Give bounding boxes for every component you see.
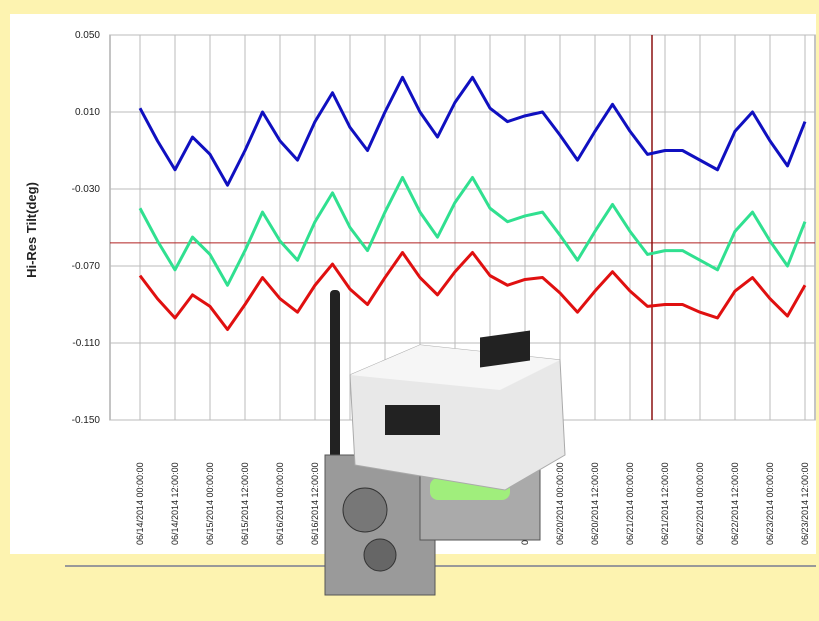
x-tick-label: 06/16/2014 12:00:00 [310, 462, 320, 545]
antenna [330, 290, 340, 470]
device-photo [324, 290, 566, 596]
bolt [363, 538, 397, 572]
series-line [138, 175, 807, 287]
x-tick-label: 06/14/2014 00:00:00 [135, 462, 145, 545]
device-label [385, 405, 440, 435]
y-tick-label: -0.110 [72, 338, 100, 349]
x-tick-label: 06/15/2014 12:00:00 [240, 462, 250, 545]
x-tick-label: 06/21/2014 00:00:00 [625, 462, 635, 545]
x-tick-label: 06/14/2014 12:00:00 [170, 462, 180, 545]
bolt [342, 487, 388, 533]
y-axis-label: Hi-Res Tilt(deg) [24, 182, 39, 278]
y-tick-label: -0.030 [72, 184, 101, 195]
x-tick-label: 06/20/2014 00:00:00 [555, 462, 565, 545]
x-tick-label: 06/22/2014 12:00:00 [730, 462, 740, 545]
series-line [138, 75, 807, 187]
x-tick-label: 06/21/2014 12:00:00 [660, 462, 670, 545]
y-tick-label: 0.050 [75, 30, 100, 41]
x-tick-label: 06/20/2014 12:00:00 [590, 462, 600, 545]
x-tick-label: 06/16/2014 00:00:00 [275, 462, 285, 545]
device-label [480, 330, 530, 368]
x-tick-label: 06/23/2014 12:00:00 [800, 462, 810, 545]
x-tick-label: 06/15/2014 00:00:00 [205, 462, 215, 545]
y-tick-label: -0.070 [72, 261, 101, 272]
series-line [138, 251, 807, 332]
y-tick-label: -0.150 [72, 415, 101, 426]
x-tick-label: 06/22/2014 00:00:00 [695, 462, 705, 545]
x-tick-label: 06/23/2014 00:00:00 [765, 462, 775, 545]
y-tick-label: 0.010 [75, 107, 100, 118]
